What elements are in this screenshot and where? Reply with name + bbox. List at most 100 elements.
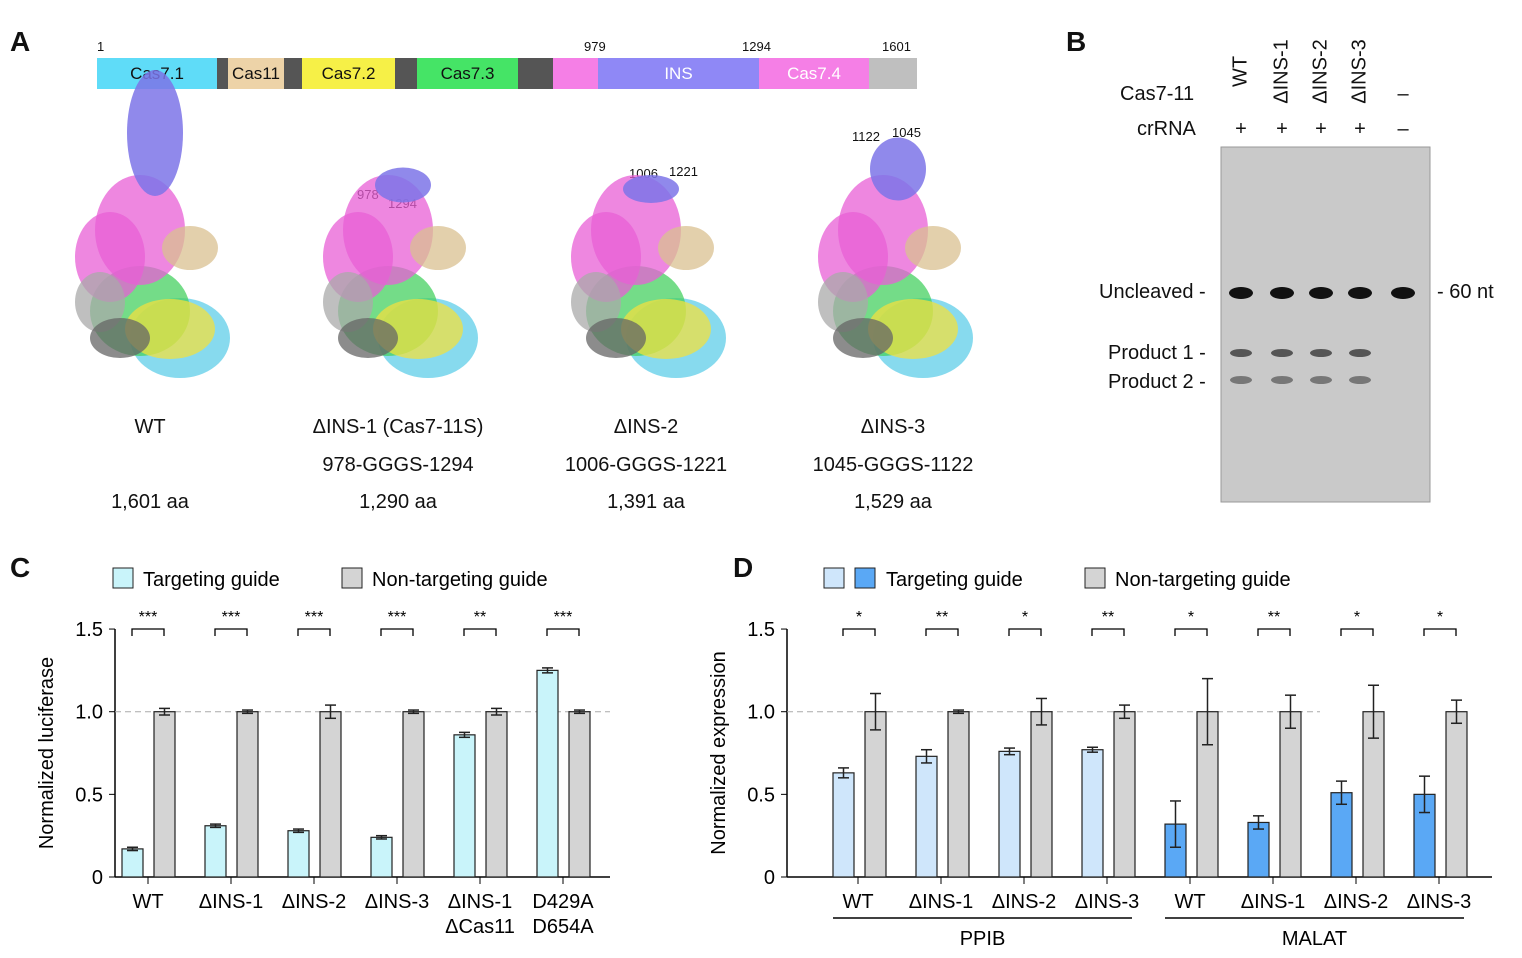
legend-label: Non-targeting guide — [1115, 569, 1291, 591]
y-tick-label: 0 — [764, 867, 775, 889]
structure-domain — [818, 272, 868, 332]
structure-linker: 1045-GGGS-1122 — [812, 454, 974, 476]
panel-label-d: D — [733, 552, 754, 583]
lane-crrna: + — [1354, 118, 1366, 140]
structure-domain — [591, 175, 681, 285]
structure-domain — [75, 272, 125, 332]
x-tick-label: WT — [1174, 891, 1205, 913]
ins-domain — [127, 70, 183, 196]
x-tick-label: ΔINS-1 — [1241, 891, 1305, 913]
bar-non-targeting — [1113, 711, 1136, 878]
legend-swatch — [823, 567, 845, 589]
bar-non-targeting — [1279, 711, 1302, 878]
bar-targeting — [1330, 792, 1353, 878]
bar-non-targeting — [236, 711, 259, 878]
bar-targeting — [1081, 749, 1104, 878]
structure-domain — [162, 226, 218, 270]
significance-bracket — [1008, 628, 1042, 636]
structure-domain — [323, 272, 373, 332]
gel-background — [1220, 146, 1431, 503]
domain-linker — [217, 58, 228, 89]
significance-bracket — [925, 628, 959, 636]
band-product1 — [1310, 349, 1332, 357]
bar-non-targeting — [1445, 711, 1468, 878]
residue-mark: 1221 — [669, 164, 698, 179]
panel-label-b: B — [1066, 26, 1087, 57]
band-product2 — [1230, 376, 1252, 384]
bar-non-targeting — [864, 711, 887, 878]
structure-name: WT — [134, 416, 166, 438]
lane-crrna: + — [1235, 118, 1247, 140]
legend-swatch — [112, 567, 134, 589]
structure-name: ΔINS-1 (Cas7-11S) — [312, 416, 484, 438]
band-label-product1: Product 1 - — [1108, 342, 1206, 364]
bar-targeting — [121, 848, 144, 878]
x-tick-label: ΔCas11 — [445, 916, 515, 938]
significance-stars: ** — [1268, 609, 1280, 626]
group-label-malat: MALAT — [1282, 928, 1347, 950]
x-tick-label: ΔINS-1 — [448, 891, 512, 913]
band-uncleaved — [1348, 287, 1372, 299]
structure-length: 1,290 aa — [359, 491, 437, 513]
x-tick-label: ΔINS-2 — [1324, 891, 1388, 913]
protein-structure-1 — [323, 167, 478, 378]
y-tick-label: 0.5 — [75, 784, 103, 806]
bar-non-targeting — [402, 711, 425, 878]
bar-targeting — [832, 772, 855, 878]
domain-cas11: Cas11 — [228, 58, 284, 89]
protein-structure-2 — [571, 175, 726, 378]
y-axis-label: Normalized expression — [708, 651, 730, 854]
structure-length: 1,391 aa — [607, 491, 685, 513]
bar-non-targeting — [1030, 711, 1053, 878]
significance-stars: * — [1022, 609, 1028, 626]
lane-crrna: + — [1276, 118, 1288, 140]
domain-cas7-2: Cas7.2 — [302, 58, 395, 89]
structure-domain — [571, 272, 621, 332]
residue-mark: 1122 — [852, 129, 880, 144]
band-label-uncleaved: Uncleaved - — [1099, 281, 1206, 303]
structure-linker: 1006-GGGS-1221 — [564, 454, 728, 476]
band-uncleaved — [1391, 287, 1415, 299]
domain-ins: INS — [598, 58, 759, 89]
significance-stars: *** — [222, 609, 241, 626]
panel-label-a: A — [10, 26, 31, 57]
bar-non-targeting — [319, 711, 342, 878]
y-tick-label: 1.0 — [75, 702, 103, 724]
y-tick-label: 0.5 — [747, 784, 775, 806]
structure-domain — [343, 175, 433, 285]
bar-non-targeting — [153, 711, 176, 878]
bar-targeting — [453, 734, 476, 878]
x-tick-label: D654A — [532, 916, 594, 938]
structure-length: 1,601 aa — [111, 491, 189, 513]
ins-domain — [870, 137, 926, 201]
gel-row-label: Cas7-11 — [1120, 83, 1195, 105]
legend-label: Targeting guide — [886, 569, 1023, 591]
x-tick-label: WT — [842, 891, 873, 913]
band-uncleaved — [1229, 287, 1253, 299]
band-product1 — [1349, 349, 1371, 357]
significance-stars: * — [1188, 609, 1194, 626]
lane-crrna: – — [1397, 118, 1409, 140]
bar-non-targeting — [485, 711, 508, 878]
gel-row-label: crRNA — [1137, 118, 1196, 140]
significance-stars: *** — [388, 609, 407, 626]
residue-mark: 1045 — [892, 125, 921, 140]
x-tick-label: ΔINS-3 — [1407, 891, 1471, 913]
significance-bracket — [1174, 628, 1208, 636]
legend-swatch — [341, 567, 363, 589]
y-axis-label: Normalized luciferase — [36, 657, 58, 849]
bar-non-targeting — [568, 711, 591, 878]
x-tick-label: ΔINS-3 — [365, 891, 429, 913]
legend-label: Targeting guide — [143, 569, 280, 591]
structure-domain — [586, 318, 646, 358]
band-uncleaved — [1270, 287, 1294, 299]
pos-label: 1 — [97, 39, 105, 54]
significance-bracket — [1257, 628, 1291, 636]
legend-swatch — [854, 567, 876, 589]
lane-crrna: + — [1315, 118, 1327, 140]
significance-bracket — [214, 628, 248, 636]
domain-linker — [284, 58, 302, 89]
